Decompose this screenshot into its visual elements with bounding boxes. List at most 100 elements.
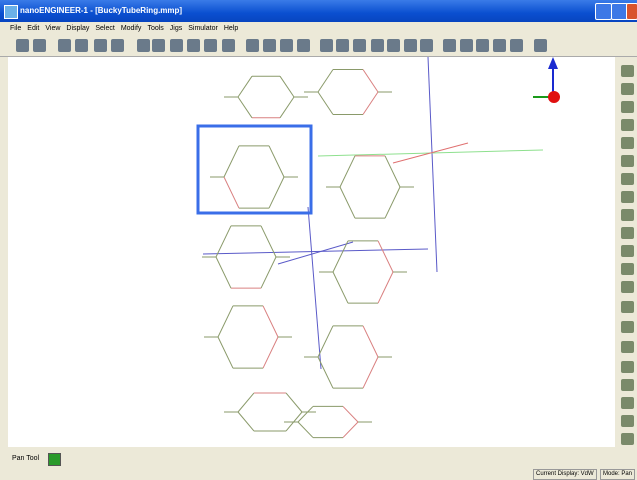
app-icon xyxy=(4,5,18,19)
view-axis-head xyxy=(548,57,558,69)
toolbar-button[interactable] xyxy=(58,39,71,52)
toolbar-button[interactable] xyxy=(263,39,276,52)
menu-item[interactable]: File xyxy=(10,22,21,36)
side-tool-button[interactable] xyxy=(621,361,634,373)
bond xyxy=(224,177,239,208)
menu-item[interactable]: Simulator xyxy=(188,22,218,36)
bond xyxy=(218,306,233,337)
side-tool-button[interactable] xyxy=(621,65,634,77)
toolbar-button[interactable] xyxy=(336,39,349,52)
axis-line xyxy=(308,207,321,369)
toolbar-button[interactable] xyxy=(476,39,489,52)
bond xyxy=(318,69,333,92)
view-axis-origin xyxy=(548,91,560,103)
side-tool-button[interactable] xyxy=(621,341,634,353)
toolbar-button[interactable] xyxy=(137,39,150,52)
menu-item[interactable]: Modify xyxy=(121,22,142,36)
bond xyxy=(218,337,233,368)
close-button[interactable] xyxy=(626,3,637,20)
bond xyxy=(286,393,302,412)
viewport[interactable] xyxy=(8,57,615,447)
toolbar-button[interactable] xyxy=(443,39,456,52)
side-tool-button[interactable] xyxy=(621,301,634,313)
toolbar-button[interactable] xyxy=(204,39,217,52)
bond xyxy=(385,187,400,218)
toolbar-button[interactable] xyxy=(170,39,183,52)
toolbar-button[interactable] xyxy=(280,39,293,52)
bond xyxy=(263,337,278,368)
side-tool-button[interactable] xyxy=(621,83,634,95)
side-tool-button[interactable] xyxy=(621,209,634,221)
toolbar-button[interactable] xyxy=(493,39,506,52)
bond xyxy=(333,272,348,303)
menu-item[interactable]: View xyxy=(45,22,60,36)
side-tool-button[interactable] xyxy=(621,379,634,391)
side-tool-button[interactable] xyxy=(621,191,634,203)
selection-box xyxy=(198,126,311,213)
toolbar-button[interactable] xyxy=(33,39,46,52)
toolbar-button[interactable] xyxy=(111,39,124,52)
toolbar-button[interactable] xyxy=(320,39,333,52)
menu-item[interactable]: Jigs xyxy=(170,22,182,36)
side-toolbar xyxy=(618,57,637,447)
toolbar-button[interactable] xyxy=(510,39,523,52)
toolbar-button[interactable] xyxy=(460,39,473,52)
title-bar: nanoENGINEER-1 - [BuckyTubeRing.mmp] xyxy=(0,0,637,22)
toolbar-button[interactable] xyxy=(152,39,165,52)
menu-item[interactable]: Edit xyxy=(27,22,39,36)
side-tool-button[interactable] xyxy=(621,227,634,239)
bond xyxy=(269,146,284,177)
menu-item[interactable]: Select xyxy=(95,22,114,36)
toolbar xyxy=(0,36,637,57)
side-tool-button[interactable] xyxy=(621,245,634,257)
bond xyxy=(238,412,254,431)
toolbar-button[interactable] xyxy=(297,39,310,52)
bond xyxy=(378,241,393,272)
toolbar-button[interactable] xyxy=(420,39,433,52)
menu-item[interactable]: Display xyxy=(66,22,89,36)
bond xyxy=(363,326,378,357)
bond xyxy=(343,406,358,422)
bond xyxy=(318,357,333,388)
side-tool-button[interactable] xyxy=(621,433,634,445)
side-tool-button[interactable] xyxy=(621,101,634,113)
menu-bar: File Edit View Display Select Modify Tools Jigs… xyxy=(0,22,637,36)
side-tool-button[interactable] xyxy=(621,173,634,185)
minimize-button[interactable] xyxy=(595,3,612,20)
toolbar-button[interactable] xyxy=(534,39,547,52)
side-tool-button[interactable] xyxy=(621,397,634,409)
side-tool-button[interactable] xyxy=(621,415,634,427)
menu-item[interactable]: Tools xyxy=(147,22,163,36)
menu-item[interactable]: Help xyxy=(224,22,238,36)
pan-tool-icon[interactable] xyxy=(48,453,61,466)
side-tool-button[interactable] xyxy=(621,281,634,293)
toolbar-button[interactable] xyxy=(16,39,29,52)
side-tool-button[interactable] xyxy=(621,119,634,131)
axis-line xyxy=(393,143,468,163)
toolbar-button[interactable] xyxy=(353,39,366,52)
toolbar-button[interactable] xyxy=(75,39,88,52)
side-tool-button[interactable] xyxy=(621,321,634,333)
toolbar-button[interactable] xyxy=(187,39,200,52)
axis-line xyxy=(428,57,437,272)
toolbar-button[interactable] xyxy=(404,39,417,52)
toolbar-button[interactable] xyxy=(387,39,400,52)
bond xyxy=(298,422,313,438)
molecule-view xyxy=(8,57,615,447)
bond xyxy=(363,92,378,115)
bond xyxy=(269,177,284,208)
bond xyxy=(263,306,278,337)
bond xyxy=(238,393,254,412)
side-tool-button[interactable] xyxy=(621,137,634,149)
side-tool-button[interactable] xyxy=(621,155,634,167)
toolbar-button[interactable] xyxy=(246,39,259,52)
bond xyxy=(216,226,231,257)
side-tool-button[interactable] xyxy=(621,263,634,275)
bond xyxy=(280,97,294,118)
bond xyxy=(340,187,355,218)
toolbar-button[interactable] xyxy=(371,39,384,52)
app-window: nanoENGINEER-1 - [BuckyTubeRing.mmp] Fil… xyxy=(0,0,637,478)
bond xyxy=(378,272,393,303)
toolbar-button[interactable] xyxy=(222,39,235,52)
toolbar-button[interactable] xyxy=(94,39,107,52)
